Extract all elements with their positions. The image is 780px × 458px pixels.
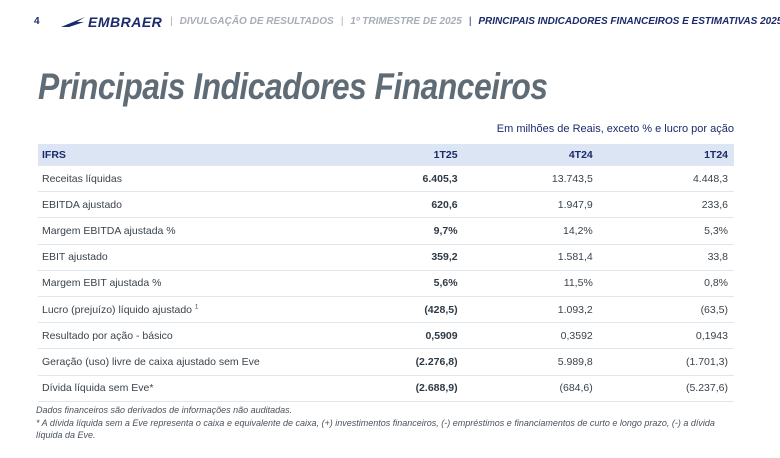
footnote-net-debt: * A dívida líquida sem a Eve representa … bbox=[36, 417, 715, 441]
row-label: Geração (uso) livre de caixa ajustado se… bbox=[42, 355, 260, 368]
value-cell-1t24: 5,3% bbox=[598, 217, 734, 245]
financial-indicators-table: IFRS 1T25 4T24 1T24 Receitas líquidas 6.4… bbox=[38, 144, 734, 402]
value-cell-1t25: 0,5909 bbox=[328, 322, 464, 350]
breadcrumb: | DIVULGAÇÃO DE RESULTADOS | 1º TRIMESTR… bbox=[170, 16, 780, 27]
row-label-cell: Margem EBITDA ajustada % bbox=[38, 217, 329, 245]
value-cell-1t25: 6.405,3 bbox=[328, 166, 464, 193]
footnotes: Dados financeiros são derivados de infor… bbox=[36, 404, 736, 442]
table-row: Margem EBITDA ajustada % 9,7% 14,2% 5,3% bbox=[38, 217, 734, 245]
row-label: Margem EBIT ajustada % bbox=[42, 277, 162, 290]
value-cell-1t25: 359,2 bbox=[328, 244, 464, 271]
table-row: Receitas líquidas 6.405,3 13.743,5 4.448,3 bbox=[38, 166, 734, 193]
value-cell-1t24: (5.237,6) bbox=[598, 375, 734, 402]
row-label-cell: EBITDA ajustado bbox=[38, 191, 329, 219]
row-label-cell: Margem EBIT ajustada % bbox=[38, 270, 329, 297]
breadcrumb-separator: | bbox=[170, 16, 173, 27]
row-label: Margem EBITDA ajustada % bbox=[42, 224, 176, 237]
value-cell-4t24: 1.581,4 bbox=[463, 244, 599, 271]
row-label: Dívida líquida sem Eve* bbox=[42, 382, 154, 395]
value-cell-1t24: 0,8% bbox=[598, 270, 734, 297]
row-label-cell: Geração (uso) livre de caixa ajustado se… bbox=[38, 348, 329, 376]
value-cell-1t25: 9,7% bbox=[328, 217, 464, 245]
value-cell-1t24: (1.701,3) bbox=[598, 348, 734, 376]
column-header-ifrs: IFRS bbox=[38, 144, 329, 166]
value-cell-4t24: 13.743,5 bbox=[463, 166, 599, 193]
column-header-1t25: 1T25 bbox=[328, 144, 464, 166]
table-row: Geração (uso) livre de caixa ajustado se… bbox=[38, 348, 734, 376]
value-cell-4t24: 11,5% bbox=[463, 270, 599, 297]
row-label: Receitas líquidas bbox=[42, 172, 122, 185]
value-cell-1t24: 233,6 bbox=[598, 191, 734, 219]
embraer-logo: EMBRAER bbox=[60, 12, 162, 32]
row-label-cell: Lucro (prejuízo) líquido ajustado 1 bbox=[38, 296, 329, 324]
value-cell-1t25: (2.276,8) bbox=[328, 348, 464, 376]
column-header-4t24: 4T24 bbox=[463, 144, 599, 166]
row-label-cell: Resultado por ação - básico bbox=[38, 322, 329, 350]
value-cell-4t24: 0,3592 bbox=[463, 322, 599, 350]
value-cell-1t25: 5,6% bbox=[328, 270, 464, 297]
logo-text: EMBRAER bbox=[88, 14, 163, 30]
breadcrumb-separator: | bbox=[468, 16, 472, 27]
value-cell-4t24: 5.989,8 bbox=[463, 348, 599, 376]
embraer-logo-icon bbox=[61, 17, 85, 27]
table-row: EBIT ajustado 359,2 1.581,4 33,8 bbox=[38, 244, 734, 271]
breadcrumb-item-section: PRINCIPAIS INDICADORES FINANCEIROS E EST… bbox=[478, 16, 780, 27]
breadcrumb-separator: | bbox=[340, 16, 344, 27]
breadcrumb-item-results: DIVULGAÇÃO DE RESULTADOS bbox=[179, 16, 334, 27]
value-cell-4t24: 14,2% bbox=[463, 217, 599, 245]
value-cell-4t24: (684,6) bbox=[463, 375, 599, 402]
header: 4 EMBRAER | DIVULGAÇÃO DE RESULTADOS | 1… bbox=[0, 0, 780, 44]
page-number: 4 bbox=[34, 16, 40, 27]
row-label: EBIT ajustado bbox=[42, 251, 108, 264]
value-cell-1t24: 33,8 bbox=[598, 244, 734, 271]
breadcrumb-item-quarter: 1º TRIMESTRE DE 2025 bbox=[350, 16, 462, 27]
footnote-marker: 1 bbox=[194, 304, 199, 311]
row-label-cell: Dívida líquida sem Eve* bbox=[38, 375, 329, 402]
value-cell-1t25: (428,5) bbox=[328, 296, 464, 324]
row-label: EBITDA ajustado bbox=[42, 198, 122, 211]
footnote-unaudited: Dados financeiros são derivados de infor… bbox=[36, 405, 293, 415]
table-row: Margem EBIT ajustada % 5,6% 11,5% 0,8% bbox=[38, 270, 734, 297]
table-row: Lucro (prejuízo) líquido ajustado 1 (428,… bbox=[38, 296, 734, 324]
value-cell-1t24: 0,1943 bbox=[598, 322, 734, 350]
row-label: Resultado por ação - básico bbox=[42, 329, 173, 342]
value-cell-4t24: 1.093,2 bbox=[463, 296, 599, 324]
row-label: Lucro (prejuízo) líquido ajustado bbox=[42, 303, 193, 316]
row-label-cell: EBIT ajustado bbox=[38, 244, 329, 271]
value-cell-1t24: (63,5) bbox=[598, 296, 734, 324]
value-cell-1t25: 620,6 bbox=[328, 191, 464, 219]
row-label-cell: Receitas líquidas bbox=[38, 166, 329, 193]
table-row: Resultado por ação - básico 0,5909 0,3592 0… bbox=[38, 322, 734, 350]
page-title: Principais Indicadores Financeiros bbox=[38, 66, 548, 107]
units-subtitle: Em milhões de Reais, exceto % e lucro po… bbox=[496, 123, 734, 135]
table-row: Dívida líquida sem Eve* (2.688,9) (684,6)(… bbox=[38, 375, 734, 402]
table-header-row: IFRS 1T25 4T24 1T24 bbox=[38, 144, 734, 166]
value-cell-1t24: 4.448,3 bbox=[598, 166, 734, 193]
table-row: EBITDA ajustado 620,6 1.947,9 233,6 bbox=[38, 191, 734, 219]
column-header-1t24: 1T24 bbox=[598, 144, 734, 166]
value-cell-4t24: 1.947,9 bbox=[463, 191, 599, 219]
value-cell-1t25: (2.688,9) bbox=[328, 375, 464, 402]
